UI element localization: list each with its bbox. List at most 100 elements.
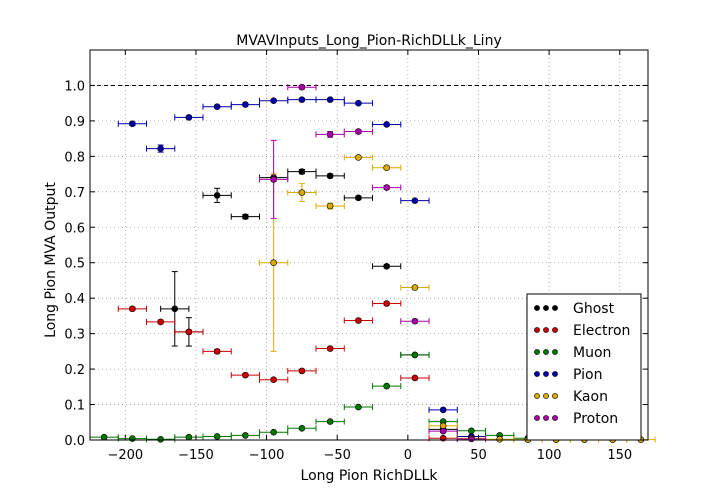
marker — [326, 172, 334, 180]
legend-marker — [552, 349, 558, 355]
legend-label: Electron — [573, 323, 630, 339]
marker — [185, 433, 193, 441]
data-point — [259, 376, 289, 384]
legend-marker — [552, 371, 558, 377]
data-point — [287, 183, 317, 202]
marker — [242, 101, 249, 108]
data-point — [230, 432, 261, 439]
data-point — [174, 114, 204, 121]
marker — [100, 433, 108, 441]
data-point — [146, 435, 176, 443]
marker — [171, 305, 179, 313]
y-tick-label: 0.6 — [64, 221, 85, 236]
legend-marker — [552, 305, 558, 311]
marker — [270, 176, 277, 183]
marker — [242, 371, 249, 379]
marker — [270, 259, 277, 267]
marker — [213, 192, 221, 199]
marker — [326, 202, 334, 210]
series-pion — [117, 96, 487, 440]
x-axis-label: Long Pion RichDLLk — [301, 468, 439, 484]
marker — [270, 97, 277, 104]
data-point — [202, 187, 232, 203]
marker — [383, 121, 390, 128]
marker — [298, 424, 306, 432]
marker — [185, 114, 193, 121]
marker — [355, 128, 362, 135]
marker — [411, 374, 419, 382]
y-tick-label: 0.2 — [64, 363, 85, 378]
data-point — [372, 121, 402, 128]
marker — [439, 427, 447, 435]
marker — [298, 96, 306, 103]
marker — [129, 435, 136, 442]
marker — [355, 403, 362, 411]
legend-label: Kaon — [573, 389, 608, 405]
legend-marker — [543, 305, 549, 311]
marker — [213, 433, 221, 440]
marker — [185, 328, 193, 336]
x-tick-label: −200 — [107, 448, 143, 463]
data-point — [343, 128, 374, 135]
marker — [270, 428, 277, 436]
data-point — [117, 120, 148, 128]
marker — [326, 96, 334, 103]
marker — [213, 103, 221, 111]
marker — [129, 305, 136, 313]
legend-marker — [534, 371, 540, 377]
legend-item: Pion — [534, 367, 602, 383]
marker — [355, 99, 362, 107]
x-tick-label: 50 — [470, 448, 487, 463]
data-point — [315, 172, 345, 180]
data-point — [343, 403, 374, 411]
legend-marker — [552, 393, 558, 399]
x-tick-label: −150 — [178, 448, 214, 463]
x-tick-label: 150 — [607, 448, 632, 463]
data-point — [428, 427, 458, 435]
data-point — [230, 213, 261, 220]
marker — [355, 317, 362, 324]
data-point — [400, 284, 430, 291]
y-tick-label: 0.7 — [64, 186, 85, 201]
marker — [355, 194, 362, 202]
legend-marker — [552, 415, 558, 421]
marker — [157, 318, 164, 326]
legend-item: Proton — [534, 411, 618, 427]
marker — [411, 317, 419, 325]
x-tick-label: −100 — [249, 448, 285, 463]
marker — [411, 284, 419, 291]
data-point — [372, 164, 402, 172]
legend-marker — [552, 327, 558, 333]
data-point — [400, 351, 430, 359]
axis-ticks: −200 −150 −100 −50 0 50 100 150 0.0 0.1 0.2 0.3 0.4 0… — [64, 50, 648, 463]
data-point — [372, 382, 402, 390]
marker — [157, 145, 164, 152]
marker — [383, 382, 390, 390]
y-tick-label: 0.5 — [64, 257, 85, 272]
data-point — [372, 184, 402, 191]
legend-marker — [534, 305, 540, 311]
data-point — [428, 422, 458, 430]
data-point — [174, 433, 204, 441]
legend-marker — [543, 327, 549, 333]
marker — [411, 197, 419, 204]
data-point — [315, 202, 345, 210]
data-point — [315, 418, 345, 425]
legend-marker — [534, 349, 540, 355]
legend-marker — [543, 371, 549, 377]
marker — [157, 435, 164, 443]
data-point — [343, 99, 374, 107]
marker — [383, 184, 390, 191]
marker — [298, 83, 306, 91]
x-tick-label: 0 — [404, 448, 412, 463]
y-tick-label: 0.4 — [64, 292, 85, 307]
data-point — [400, 374, 430, 382]
marker — [468, 427, 475, 435]
data-point — [343, 317, 374, 324]
marker — [355, 154, 362, 161]
series-electron — [117, 300, 458, 442]
marker — [326, 131, 334, 138]
legend-marker — [534, 393, 540, 399]
data-point — [146, 144, 176, 153]
marker — [298, 367, 306, 375]
